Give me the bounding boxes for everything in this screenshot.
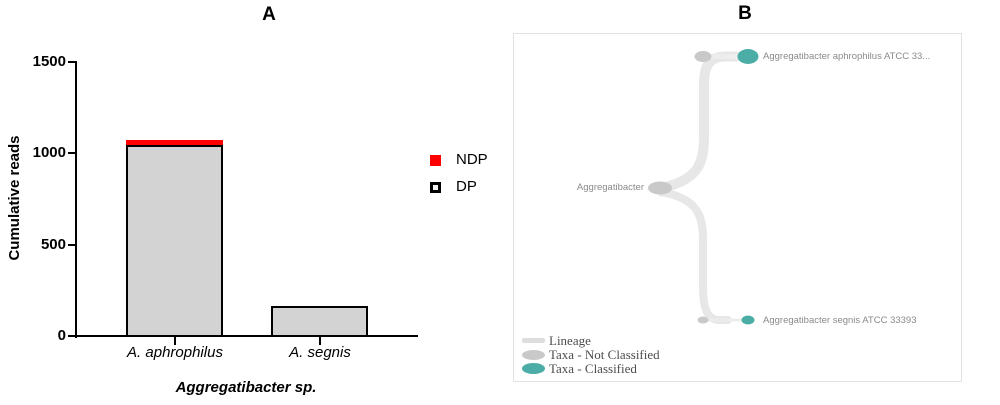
legend-row-lineage: Lineage (522, 334, 660, 347)
y-tick-1500 (68, 61, 76, 63)
x-tick-segnis (319, 337, 321, 345)
legend-label-ndp: NDP (456, 151, 488, 168)
y-tick-label-1500: 1500 (32, 53, 66, 70)
node-leaf-segnis (741, 315, 755, 325)
node-intermediate-bottom (697, 316, 709, 324)
legend-row-classified: Taxa - Classified (522, 362, 660, 375)
y-tick-label-500: 500 (40, 236, 66, 253)
x-axis-line (70, 335, 418, 337)
legend-label-lineage: Lineage (549, 333, 591, 348)
lineage-tree-svg (648, 49, 759, 325)
lineage-line-swatch (522, 338, 545, 343)
panel-b-title: B (738, 3, 752, 24)
node-leaf-aphrophilus (737, 49, 759, 64)
bar-dp-segnis (271, 306, 368, 337)
legend-label-classified: Taxa - Classified (549, 361, 637, 376)
branch-to-aphrophilus (656, 51, 741, 193)
y-axis-title: Cumulative reads (6, 135, 23, 261)
legend-label-not-classified: Taxa - Not Classified (549, 347, 660, 362)
tree-legend: Lineage Taxa - Not Classified Taxa - Cla… (522, 334, 660, 375)
node-intermediate-top (694, 51, 712, 62)
root-node-label: Aggregatibacter (576, 182, 644, 193)
leaf-label-aphrophilus: Aggregatibacter aphrophilus ATCC 33... (763, 51, 931, 62)
y-tick-0 (68, 335, 76, 337)
legend-label-dp: DP (456, 178, 477, 195)
y-tick-500 (68, 244, 76, 246)
bar-ndp-aphrophilus (126, 140, 223, 145)
legend-swatch-dp (430, 182, 441, 193)
category-label-aphrophilus: A. aphrophilus (127, 344, 223, 361)
classified-ellipse-swatch (522, 363, 545, 374)
y-axis-line (75, 61, 77, 338)
legend-swatch-ndp (430, 155, 441, 166)
branch-to-segnis (657, 188, 732, 324)
y-tick-label-0: 0 (57, 327, 66, 344)
x-tick-aphrophilus (174, 337, 176, 345)
node-root-aggregatibacter (648, 181, 672, 195)
x-axis-title: Aggregatibacter sp. (175, 379, 317, 396)
not-classified-ellipse-swatch (522, 349, 545, 360)
bar-dp-aphrophilus (126, 145, 223, 337)
y-tick-label-1000: 1000 (32, 144, 66, 161)
category-label-segnis: A. segnis (289, 344, 351, 361)
legend-row-not-classified: Taxa - Not Classified (522, 348, 660, 361)
tree-plot-area: Aggregatibacter Aggregatibacter aphrophi… (513, 33, 962, 382)
panel-a-title: A (262, 4, 276, 25)
leaf-label-segnis: Aggregatibacter segnis ATCC 33393 (763, 315, 917, 326)
y-tick-1000 (68, 152, 76, 154)
